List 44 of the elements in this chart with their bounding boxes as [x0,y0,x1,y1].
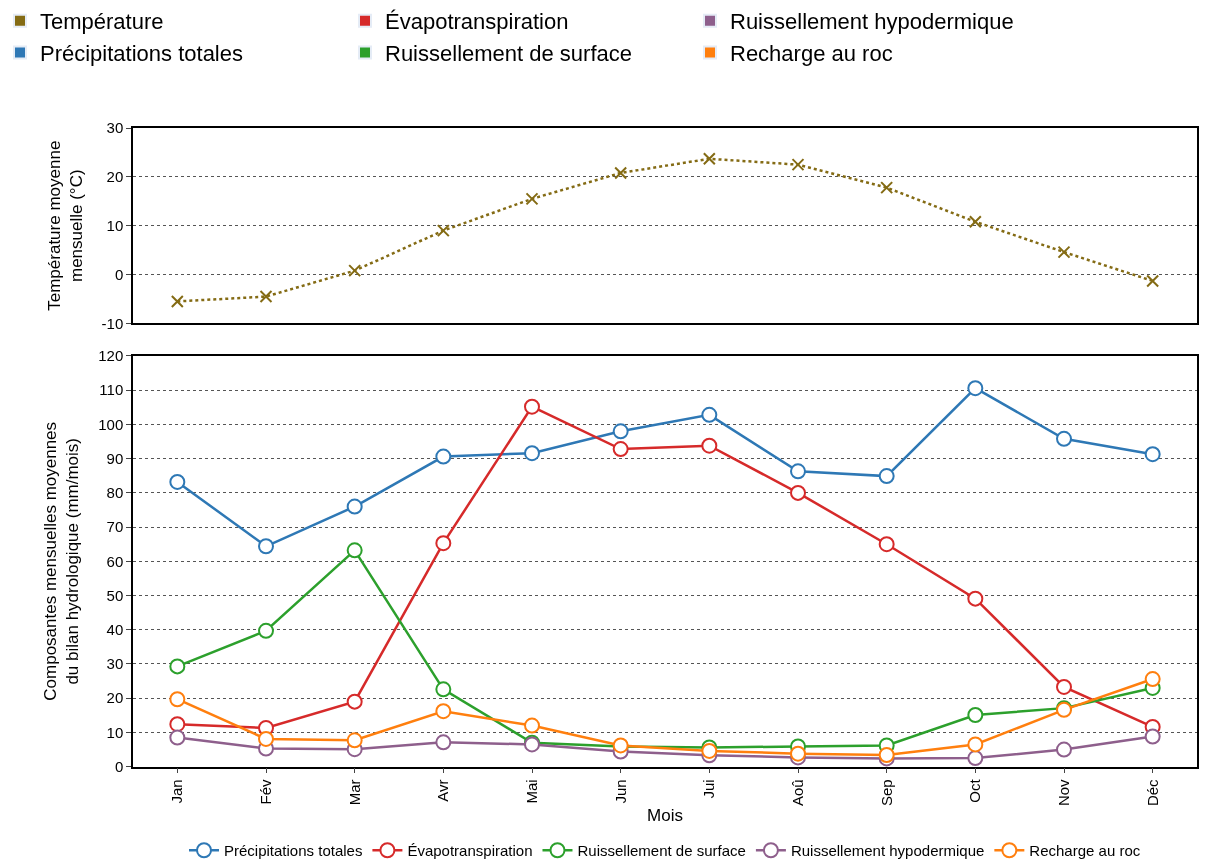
y-tick-label: 80 [106,484,124,502]
y-tick-label: 50 [106,586,124,604]
y-tick-label: 30 [106,655,124,673]
y-tick-label: 100 [98,415,124,433]
y-tick-label: 10 [106,216,124,234]
y-axis-title: Température moyenne mensuelle (°C) [44,140,86,311]
y-tick-label: 10 [106,723,124,741]
y-tick-label: 70 [106,518,124,536]
legend-label: Évapotranspiration [407,842,533,860]
y-tick-label: 120 [98,347,124,365]
text: Ruissellement hypodermique [730,9,1014,35]
x-tick-label: Déc [1143,778,1161,807]
x-tick-label: Oct [966,778,984,803]
x-tick-label: Mai [522,779,540,804]
x-tick-label: Aoû [788,779,806,807]
y-tick-label: -10 [101,314,124,332]
x-tick-label: Mar [345,779,363,806]
y-tick-label: 60 [106,552,124,570]
legend-label: Température [40,9,164,35]
text: Recharge au roc [730,40,893,66]
legend-label: Ruissellement de surface [577,842,746,860]
text: Évapotranspiration [385,9,569,35]
x-tick-label: Jan [168,779,186,804]
y-tick-label: 0 [114,757,124,775]
x-tick-label: Avr [434,779,452,802]
legend-label: Ruissellement hypodermique [790,842,985,860]
x-tick-label: Nov [1054,778,1072,807]
x-tick-label: Jui [700,779,718,799]
legend-label: Recharge au roc [1029,842,1141,860]
x-tick-label: Fév [256,778,274,805]
legend-label: Précipitations totales [224,842,363,860]
y-tick-label: 0 [114,265,124,283]
y-tick-label: 30 [106,119,124,137]
y-axis-title: Composantes mensuelles moyennes du bilan hydrologique (mm/mois) [41,421,83,701]
x-tick-label: Jun [611,779,629,804]
text: Précipitations totales [40,40,243,66]
y-tick-label: 40 [106,621,124,639]
y-tick-label: 20 [106,168,124,186]
y-tick-label: 110 [99,381,124,399]
y-tick-label: 20 [106,689,124,707]
text: Ruissellement de surface [385,40,633,66]
x-tick-label: Sep [877,779,895,807]
x-axis-title: Mois [647,806,683,825]
y-tick-label: 90 [106,449,124,467]
